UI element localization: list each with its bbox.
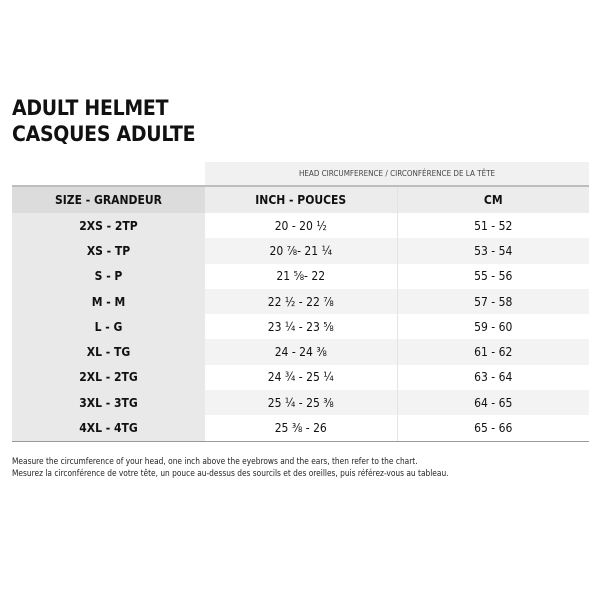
column-header-row: SIZE - GRANDEUR INCH - POUCES CM <box>12 186 589 213</box>
table-row: L - G 23 ¼ - 23 ⅝ 59 - 60 <box>12 314 589 340</box>
title-english: ADULT HELMET <box>12 96 169 120</box>
table-row: 4XL - 4TG 25 ⅜ - 26 65 - 66 <box>12 415 589 442</box>
table-row: 2XL - 2TG 24 ¾ - 25 ¼ 63 - 64 <box>12 364 589 391</box>
group-header-row: HEAD CIRCUMFERENCE / CIRCONFÉRENCE DE LA… <box>12 162 589 187</box>
cell-cm: 64 - 65 <box>397 390 589 416</box>
cell-cm: 61 - 62 <box>397 339 589 365</box>
cell-size: XS - TP <box>12 238 205 264</box>
cell-inch: 25 ¼ - 25 ⅜ <box>205 390 398 416</box>
page-title: ADULT HELMET CASQUES ADULTE <box>12 95 196 147</box>
cell-cm: 55 - 56 <box>474 269 513 284</box>
cell-size: 2XL - 2TG <box>12 364 205 391</box>
cell-inch: 24 - 24 ⅜ <box>205 339 398 365</box>
group-header: HEAD CIRCUMFERENCE / CIRCONFÉRENCE DE LA… <box>205 162 589 187</box>
cell-size: S - P <box>12 263 205 289</box>
column-header-size: SIZE - GRANDEUR <box>12 186 205 213</box>
size-chart-table: HEAD CIRCUMFERENCE / CIRCONFÉRENCE DE LA… <box>12 162 589 442</box>
cell-size: 3XL - 3TG <box>12 390 205 416</box>
column-header-inch: INCH - POUCES <box>205 186 398 213</box>
cell-inch: 20 ⅞- 21 ¼ <box>205 238 398 264</box>
measurement-note: Measure the circumference of your head, … <box>12 457 449 480</box>
cell-cm: 51 - 52 <box>474 218 513 233</box>
cell-cm: 53 - 54 <box>397 238 589 264</box>
table-row: 2XS - 2TP 20 - 20 ½ 51 - 52 <box>12 213 589 239</box>
table-row: 3XL - 3TG 25 ¼ - 25 ⅜ 64 - 65 <box>12 390 589 416</box>
note-french: Mesurez la circonférence de votre tête, … <box>12 468 449 479</box>
note-english: Measure the circumference of your head, … <box>12 457 418 467</box>
cell-inch: 24 ¾ - 25 ¼ <box>205 364 398 391</box>
cell-cm: 57 - 58 <box>397 288 589 315</box>
table-row: XS - TP 20 ⅞- 21 ¼ 53 - 54 <box>12 238 589 264</box>
column-header-cm: CM <box>397 186 589 213</box>
cell-cm: 59 - 60 <box>474 319 513 334</box>
cell-size: 2XS - 2TP <box>12 213 205 239</box>
cell-size: M - M <box>12 288 205 315</box>
table-row: M - M 22 ½ - 22 ⅞ 57 - 58 <box>12 288 589 315</box>
cell-inch: 21 ⅝- 22 <box>205 263 398 289</box>
table-row: S - P 21 ⅝- 22 55 - 56 <box>12 263 589 289</box>
cell-size: XL - TG <box>12 339 205 365</box>
cell-size: 4XL - 4TG <box>12 415 205 442</box>
title-french: CASQUES ADULTE <box>12 122 196 146</box>
table-row: XL - TG 24 - 24 ⅜ 61 - 62 <box>12 339 589 365</box>
cell-inch: 23 ¼ - 23 ⅝ <box>205 314 398 340</box>
cell-inch: 25 ⅜ - 26 <box>205 415 398 442</box>
cell-cm: 65 - 66 <box>397 415 589 442</box>
cell-size: L - G <box>12 314 205 340</box>
cell-cm: 63 - 64 <box>474 370 513 385</box>
cell-inch: 20 - 20 ½ <box>205 213 398 239</box>
cell-inch: 22 ½ - 22 ⅞ <box>205 288 398 315</box>
